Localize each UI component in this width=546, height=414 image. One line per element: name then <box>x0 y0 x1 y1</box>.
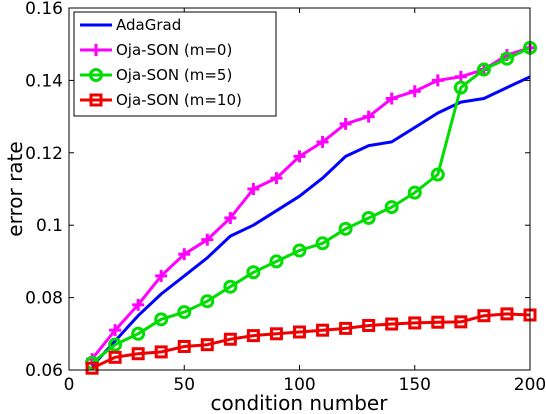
y-tick-label: 0.14 <box>25 71 63 91</box>
data-point <box>453 80 468 95</box>
data-point <box>200 294 215 309</box>
data-point <box>316 135 329 148</box>
x-tick-label: 150 <box>399 375 431 395</box>
data-point <box>477 309 491 323</box>
data-point <box>246 265 261 280</box>
series-line <box>91 46 531 364</box>
x-axis-title: condition number <box>211 391 389 414</box>
legend-item: Oja-SON (m=10) <box>80 91 242 109</box>
data-point <box>339 321 353 335</box>
data-point <box>362 318 376 332</box>
data-point <box>223 279 238 294</box>
data-point <box>339 117 352 130</box>
data-point <box>177 305 192 320</box>
y-tick-label: 0.1 <box>36 216 63 236</box>
legend-item: Oja-SON (m=5) <box>80 66 232 84</box>
legend-marker <box>90 44 102 56</box>
data-point <box>385 92 398 105</box>
legend-marker <box>89 93 103 107</box>
x-axis: 0 50 100 150 200 <box>64 8 546 395</box>
data-point <box>178 248 191 261</box>
data-point <box>431 315 445 329</box>
data-point <box>361 210 376 225</box>
data-point <box>407 185 422 200</box>
y-tick-label: 0.06 <box>25 361 63 381</box>
data-point <box>154 312 169 327</box>
data-point <box>408 85 421 98</box>
series-3 <box>85 307 537 375</box>
data-point <box>408 316 422 330</box>
legend-label: Oja-SON (m=10) <box>116 91 242 109</box>
legend-item: Oja-SON (m=0) <box>80 41 232 59</box>
data-point <box>316 323 330 337</box>
data-point <box>201 233 214 246</box>
data-point <box>315 236 330 251</box>
data-point <box>154 345 168 359</box>
data-point <box>476 62 491 77</box>
data-point <box>177 339 191 353</box>
legend-marker <box>89 68 103 82</box>
legend-label: Oja-SON (m=5) <box>116 66 232 84</box>
data-point <box>155 269 168 282</box>
data-point <box>338 221 353 236</box>
data-point <box>269 254 284 269</box>
y-axis-title: error rate <box>3 141 27 236</box>
y-axis: 0.06 0.08 0.1 0.12 0.14 0.16 <box>25 0 530 381</box>
data-point <box>108 350 122 364</box>
data-point <box>385 317 399 331</box>
data-point <box>500 307 514 321</box>
data-point <box>131 347 145 361</box>
data-point <box>246 329 260 343</box>
data-point <box>293 325 306 339</box>
data-point <box>270 172 283 185</box>
x-tick-label: 100 <box>283 375 315 395</box>
data-point <box>85 361 99 375</box>
data-point <box>269 327 283 341</box>
y-tick-label: 0.16 <box>25 0 63 19</box>
x-tick-label: 200 <box>514 375 546 395</box>
data-point <box>224 211 237 224</box>
data-point <box>454 315 468 329</box>
data-point <box>499 51 514 66</box>
data-point <box>362 110 375 123</box>
series-layer <box>85 40 537 375</box>
legend: AdaGrad Oja-SON (m=0) Oja-SON (m=5) Oja-SON… <box>73 11 277 117</box>
data-point <box>108 337 123 352</box>
y-tick-label: 0.12 <box>25 144 63 164</box>
legend-label: AdaGrad <box>116 16 181 34</box>
data-point <box>292 243 307 258</box>
data-point <box>430 167 445 182</box>
data-point <box>109 324 122 337</box>
y-tick-label: 0.08 <box>25 289 63 309</box>
data-point <box>132 298 145 311</box>
data-point <box>247 183 260 195</box>
data-point <box>200 338 214 352</box>
data-point <box>223 332 237 346</box>
x-tick-label: 0 <box>64 375 75 395</box>
data-point <box>293 150 306 163</box>
legend-item: AdaGrad <box>80 16 181 34</box>
data-point <box>131 326 146 341</box>
data-point <box>384 200 399 215</box>
legend-label: Oja-SON (m=0) <box>116 41 232 59</box>
data-point <box>431 74 444 87</box>
x-tick-label: 50 <box>173 375 195 395</box>
